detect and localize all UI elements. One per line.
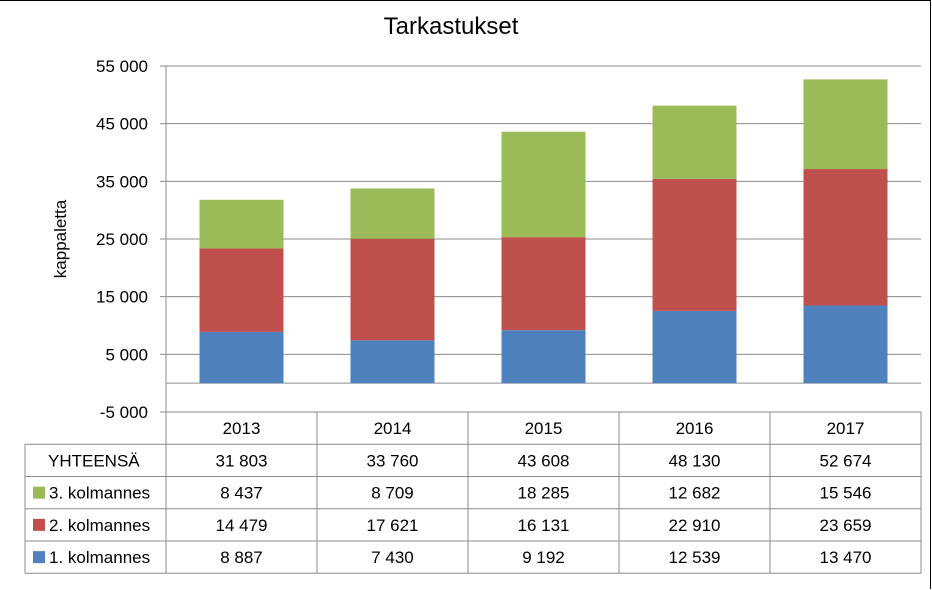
table-cell-value: 43 608 — [518, 451, 570, 470]
table-cell-value: 17 621 — [367, 516, 419, 535]
bar-2017-series-2 — [803, 169, 888, 306]
table-cell-value: 8 709 — [371, 484, 414, 503]
table-cell-value: 18 285 — [518, 484, 570, 503]
x-tick-label: 2016 — [676, 419, 714, 438]
table-cell-value: 12 682 — [669, 484, 721, 503]
table-cell-value: 15 546 — [820, 484, 872, 503]
row-header-label: 2. kolmannes — [49, 516, 150, 535]
y-axis-label: kappaletta — [51, 199, 70, 278]
x-tick-label: 2014 — [374, 419, 412, 438]
bar-2015-series-3 — [501, 131, 586, 238]
bar-2013-series-2 — [199, 248, 284, 332]
table-cell-value: 31 803 — [216, 451, 268, 470]
bar-2016-series-1 — [652, 310, 737, 384]
bar-2016-series-2 — [652, 178, 737, 311]
x-tick-label: 2015 — [525, 419, 563, 438]
table-cell-value: 12 539 — [669, 548, 721, 567]
row-header-label: 3. kolmannes — [49, 484, 150, 503]
table-cell-value: 8 887 — [220, 548, 263, 567]
y-tick-label: 25 000 — [96, 230, 148, 249]
y-tick-label: 55 000 — [96, 57, 148, 76]
bar-2013-series-1 — [199, 331, 284, 384]
bar-2014-series-2 — [350, 238, 435, 341]
table-cell-value: 23 659 — [820, 516, 872, 535]
table-cell-value: 13 470 — [820, 548, 872, 567]
bar-2016-series-3 — [652, 105, 737, 179]
table-cell-value: 48 130 — [669, 451, 721, 470]
table-cell-value: 7 430 — [371, 548, 414, 567]
bar-2017-series-1 — [803, 305, 888, 384]
table-cell-value: 8 437 — [220, 484, 263, 503]
legend-key-2 — [33, 518, 45, 531]
chart-title: Tarkastukset — [384, 13, 519, 40]
table-cell-value: 14 479 — [216, 516, 268, 535]
x-tick-label: 2013 — [223, 419, 261, 438]
bar-2014-series-3 — [350, 188, 435, 239]
table-cell-value: 52 674 — [820, 451, 872, 470]
bar-2015-series-1 — [501, 330, 586, 384]
x-tick-label: 2017 — [827, 419, 865, 438]
total-row-label: YHTEENSÄ — [48, 451, 140, 470]
table-cell-value: 16 131 — [518, 516, 570, 535]
row-header-label: 1. kolmannes — [49, 548, 150, 567]
y-tick-label: 15 000 — [96, 288, 148, 307]
legend-key-3 — [33, 486, 45, 499]
y-tick-label: -5 000 — [100, 403, 148, 422]
table-cell-value: 33 760 — [367, 451, 419, 470]
table-cell-value: 9 192 — [522, 548, 565, 567]
y-tick-label: 45 000 — [96, 115, 148, 134]
bar-2014-series-1 — [350, 340, 435, 384]
table-cell-value: 22 910 — [669, 516, 721, 535]
bar-2013-series-3 — [199, 199, 284, 249]
y-tick-label: 5 000 — [105, 345, 148, 364]
y-tick-label: 35 000 — [96, 172, 148, 191]
legend-key-1 — [33, 551, 45, 564]
bar-2017-series-3 — [803, 79, 888, 170]
bar-2015-series-2 — [501, 237, 586, 331]
